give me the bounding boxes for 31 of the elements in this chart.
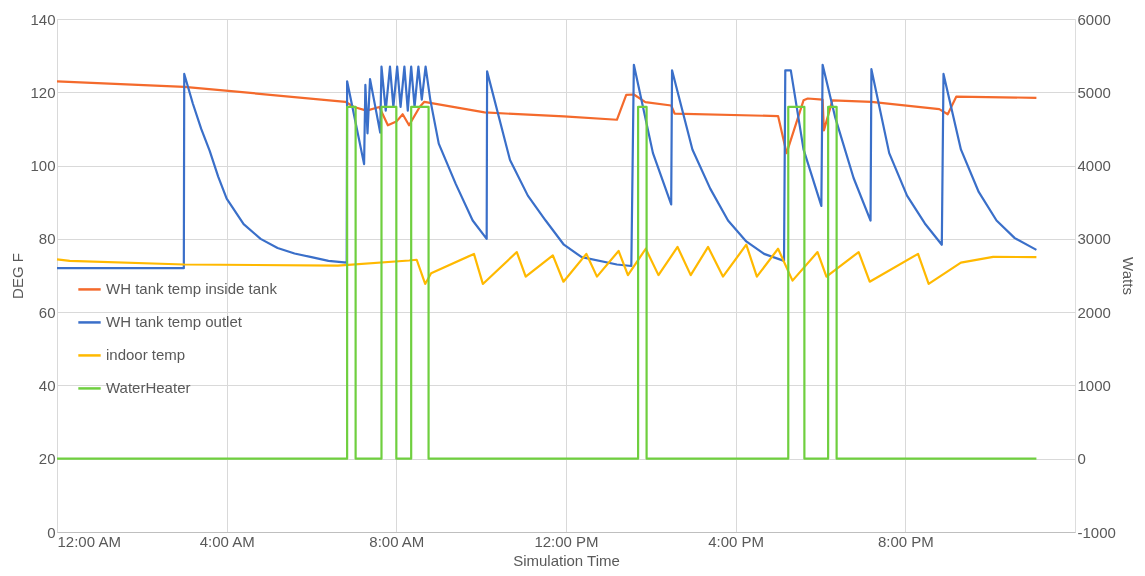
y-tick-label: 20 bbox=[38, 450, 56, 468]
x-tick-label: 12:00 PM bbox=[534, 532, 599, 550]
y-tick-label: 120 bbox=[30, 83, 56, 101]
x-tick-label: 8:00 AM bbox=[369, 532, 425, 550]
y-tick-label: 140 bbox=[30, 10, 56, 28]
line-series bbox=[55, 63, 1038, 270]
line-series bbox=[55, 80, 1038, 155]
y2-axis-title: Watts bbox=[1119, 257, 1137, 295]
y2-tick-label: 6000 bbox=[1077, 10, 1111, 28]
legend-label: WH tank temp inside tank bbox=[106, 280, 278, 298]
x-tick-label: 4:00 AM bbox=[199, 532, 255, 550]
y-tick-label: 100 bbox=[30, 157, 56, 175]
y2-tick-label: 4000 bbox=[1077, 157, 1111, 175]
y2-tick-label: 2000 bbox=[1077, 303, 1111, 321]
y2-tick-label: 1000 bbox=[1077, 376, 1111, 394]
legend-label: WaterHeater bbox=[106, 379, 191, 397]
x-tick-label: 8:00 PM bbox=[877, 532, 934, 550]
x-axis-title: Simulation Time bbox=[513, 551, 620, 569]
legend-label: indoor temp bbox=[106, 346, 186, 364]
y2-tick-label: 3000 bbox=[1077, 230, 1111, 248]
y-tick-label: 0 bbox=[47, 523, 56, 541]
y2-tick-label: -1000 bbox=[1077, 523, 1116, 541]
y-tick-label: 40 bbox=[38, 376, 56, 394]
x-tick-label: 4:00 PM bbox=[708, 532, 765, 550]
y-tick-label: 60 bbox=[38, 303, 56, 321]
x-tick-label: 12:00 AM bbox=[57, 532, 121, 550]
legend-label: WH tank temp outlet bbox=[106, 313, 243, 331]
y2-tick-label: 5000 bbox=[1077, 83, 1111, 101]
y-axis-title: DEG F bbox=[9, 253, 27, 299]
y2-tick-label: 0 bbox=[1077, 450, 1086, 468]
y-tick-label: 80 bbox=[38, 230, 56, 248]
